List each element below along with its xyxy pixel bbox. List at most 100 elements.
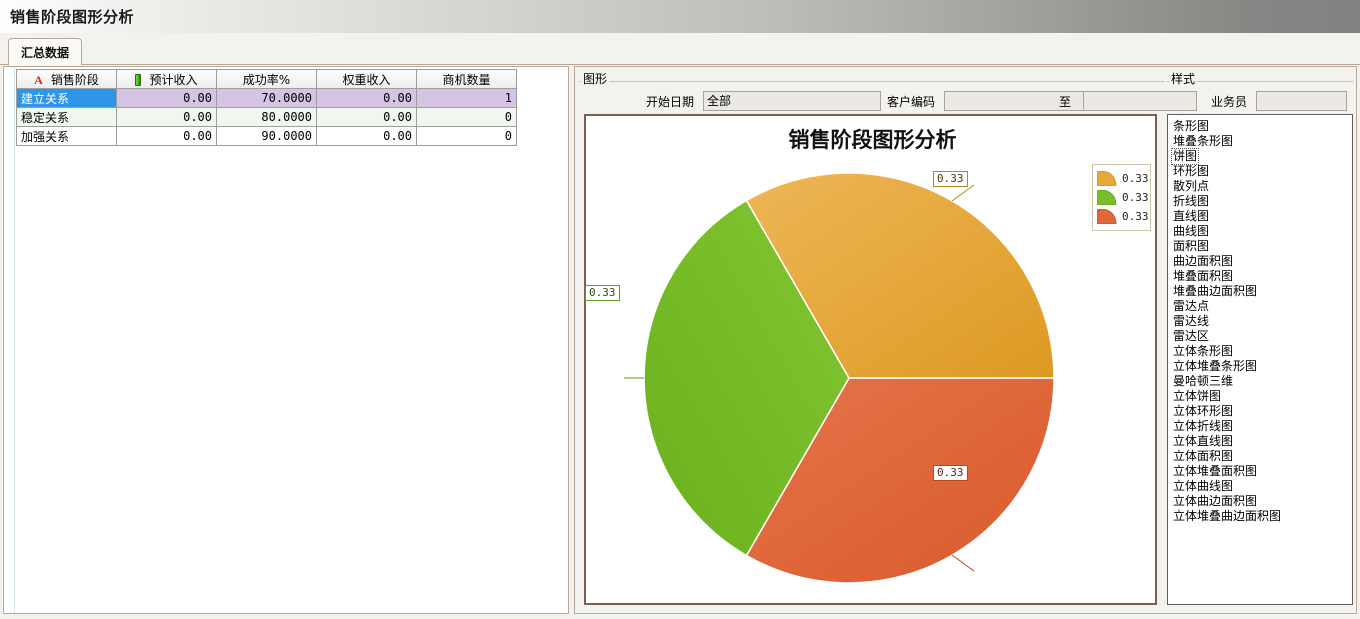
list-item[interactable]: 堆叠条形图	[1172, 132, 1352, 148]
style-list-item-label[interactable]: 饼图	[1170, 148, 1200, 165]
list-item[interactable]: 立体堆叠条形图	[1172, 357, 1352, 373]
chart-group-label: 图形	[581, 70, 610, 87]
table-row[interactable]: 建立关系 0.00 70.0000 0.00 1	[16, 88, 517, 108]
pie-chart[interactable]: 0.33 0.33 0.33	[585, 171, 1077, 593]
cell-success-rate[interactable]: 70.0000	[216, 88, 317, 108]
style-list-item-label[interactable]: 直线图	[1173, 209, 1210, 223]
style-list-item-label[interactable]: 面积图	[1173, 239, 1210, 253]
list-item[interactable]: 曲线图	[1172, 222, 1352, 238]
style-list-item-label[interactable]: 立体折线图	[1173, 419, 1234, 433]
legend-item[interactable]: 0.33	[1096, 207, 1149, 226]
column-header-opportunity-count[interactable]: 商机数量	[416, 69, 517, 89]
style-list-item-label[interactable]: 堆叠条形图	[1173, 134, 1234, 148]
tab-strip: 汇总数据	[0, 33, 1360, 65]
cell-opportunity-count[interactable]: 0	[416, 107, 517, 127]
cell-opportunity-count[interactable]: 0	[416, 126, 517, 146]
list-item[interactable]: 立体曲线图	[1172, 477, 1352, 493]
cell-weighted-income[interactable]: 0.00	[316, 107, 417, 127]
list-item[interactable]: 立体堆叠面积图	[1172, 462, 1352, 478]
list-item[interactable]: 雷达区	[1172, 327, 1352, 343]
style-list-item-label[interactable]: 立体曲边面积图	[1173, 494, 1258, 508]
list-item[interactable]: 雷达线	[1172, 312, 1352, 328]
list-item[interactable]: 立体饼图	[1172, 387, 1352, 403]
customer-code-input[interactable]	[944, 91, 1095, 111]
style-list-item-label[interactable]: 立体饼图	[1173, 389, 1222, 403]
legend-item[interactable]: 0.33	[1096, 188, 1149, 207]
start-date-input[interactable]: 全部	[703, 91, 881, 111]
style-list-item-label[interactable]: 立体曲线图	[1173, 479, 1234, 493]
list-item[interactable]: 环形图	[1172, 162, 1352, 178]
style-list-item-label[interactable]: 立体直线图	[1173, 434, 1234, 448]
list-item[interactable]: 曼哈顿三维	[1172, 372, 1352, 388]
list-item[interactable]: 立体直线图	[1172, 432, 1352, 448]
summary-data-table[interactable]: A 销售阶段 预计收入 成功率% 权重收入 商机数量 建立关系 0.00 70.0…	[16, 69, 517, 146]
cell-stage[interactable]: 加强关系	[16, 126, 117, 146]
column-header-expected-income[interactable]: 预计收入	[116, 69, 217, 89]
salesman-input[interactable]	[1256, 91, 1347, 111]
cell-expected-income[interactable]: 0.00	[116, 107, 217, 127]
pie-slice-gold[interactable]	[745, 172, 1055, 379]
style-list-item-label[interactable]: 雷达点	[1173, 299, 1210, 313]
list-item[interactable]: 散列点	[1172, 177, 1352, 193]
list-item[interactable]: 立体条形图	[1172, 342, 1352, 358]
list-item[interactable]: 堆叠曲边面积图	[1172, 282, 1352, 298]
list-item[interactable]: 堆叠面积图	[1172, 267, 1352, 283]
legend-item[interactable]: 0.33	[1096, 169, 1149, 188]
cell-expected-income[interactable]: 0.00	[116, 126, 217, 146]
pie-label-gold: 0.33	[933, 171, 968, 187]
style-list-item-label[interactable]: 立体环形图	[1173, 404, 1234, 418]
table-row[interactable]: 加强关系 0.00 90.0000 0.00 0	[16, 126, 517, 146]
style-list-item-label[interactable]: 环形图	[1173, 164, 1210, 178]
cell-success-rate[interactable]: 90.0000	[216, 126, 317, 146]
list-item[interactable]: 雷达点	[1172, 297, 1352, 313]
style-list-item-label[interactable]: 条形图	[1173, 119, 1210, 133]
list-item[interactable]: 立体堆叠曲边面积图	[1172, 507, 1352, 523]
pie-slice-orange[interactable]	[745, 377, 1055, 584]
style-list-item-label[interactable]: 立体堆叠条形图	[1173, 359, 1258, 373]
cell-opportunity-count[interactable]: 1	[416, 88, 517, 108]
cell-stage[interactable]: 稳定关系	[16, 107, 117, 127]
style-list-item-label[interactable]: 曼哈顿三维	[1173, 374, 1234, 388]
style-list-item-label[interactable]: 立体条形图	[1173, 344, 1234, 358]
start-date-label: 开始日期	[646, 95, 695, 109]
cell-expected-income[interactable]: 0.00	[116, 88, 217, 108]
list-item[interactable]: 饼图	[1170, 147, 1352, 165]
list-item[interactable]: 折线图	[1172, 192, 1352, 208]
style-list-item-label[interactable]: 曲线图	[1173, 224, 1210, 238]
style-list-item-label[interactable]: 曲边面积图	[1173, 254, 1234, 268]
table-row[interactable]: 稳定关系 0.00 80.0000 0.00 0	[16, 107, 517, 127]
style-list-item-label[interactable]: 立体面积图	[1173, 449, 1234, 463]
list-item[interactable]: 直线图	[1172, 207, 1352, 223]
list-item[interactable]: 立体折线图	[1172, 417, 1352, 433]
style-list[interactable]: 条形图 堆叠条形图 饼图 环形图 散列点 折线图 直线图 曲线图 面积图 曲边面积图 堆叠面积图 堆叠…	[1167, 114, 1353, 605]
column-header-success-rate[interactable]: 成功率%	[216, 69, 317, 89]
list-item[interactable]: 条形图	[1172, 117, 1352, 133]
legend-swatch-green	[1096, 189, 1117, 206]
list-item[interactable]: 曲边面积图	[1172, 252, 1352, 268]
column-header-weighted-income[interactable]: 权重收入	[316, 69, 417, 89]
chart-title: 销售阶段图形分析	[788, 127, 957, 152]
column-header-stage[interactable]: A 销售阶段	[16, 69, 117, 89]
legend-label: 0.33	[1122, 172, 1149, 185]
style-list-item-label[interactable]: 折线图	[1173, 194, 1210, 208]
style-list-item-label[interactable]: 散列点	[1173, 179, 1210, 193]
style-list-item-label[interactable]: 立体堆叠曲边面积图	[1173, 509, 1282, 523]
green-bar-icon	[135, 74, 142, 86]
list-item[interactable]: 立体曲边面积图	[1172, 492, 1352, 508]
style-list-item-label[interactable]: 堆叠曲边面积图	[1173, 284, 1258, 298]
list-item[interactable]: 面积图	[1172, 237, 1352, 253]
cell-weighted-income[interactable]: 0.00	[316, 126, 417, 146]
style-list-item-label[interactable]: 雷达线	[1173, 314, 1210, 328]
cell-success-rate[interactable]: 80.0000	[216, 107, 317, 127]
cell-weighted-income[interactable]: 0.00	[316, 88, 417, 108]
pie-slice-green[interactable]	[643, 199, 850, 557]
to-date-input[interactable]	[1083, 91, 1197, 111]
cell-stage[interactable]: 建立关系	[16, 88, 117, 108]
style-list-item-label[interactable]: 立体堆叠面积图	[1173, 464, 1258, 478]
list-item[interactable]: 立体环形图	[1172, 402, 1352, 418]
list-item[interactable]: 立体面积图	[1172, 447, 1352, 463]
salesman-label: 业务员	[1211, 95, 1248, 109]
style-list-item-label[interactable]: 堆叠面积图	[1173, 269, 1234, 283]
style-list-item-label[interactable]: 雷达区	[1173, 329, 1210, 343]
tab-summary-data[interactable]: 汇总数据	[8, 38, 83, 65]
